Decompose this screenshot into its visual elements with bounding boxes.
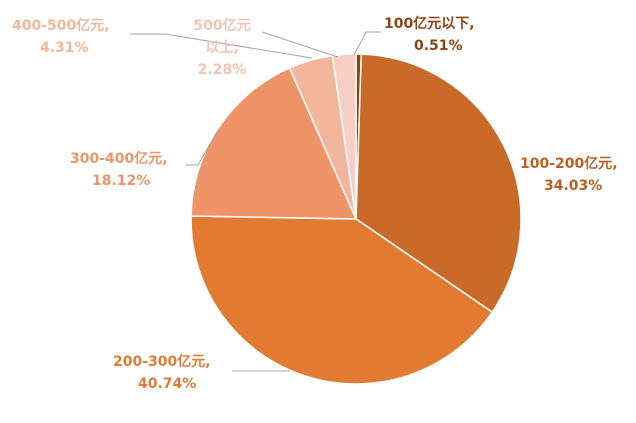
leader-lines <box>130 31 381 372</box>
label-500-above-line2: 以上, <box>205 40 238 56</box>
pie-slice-200-300 <box>190 215 494 385</box>
label-400-500-pct: 4.31% <box>40 40 89 56</box>
pie-slice-300-400 <box>190 66 358 220</box>
pie-slice-100-200 <box>355 53 522 314</box>
label-300-400-name: 300-400亿元, <box>70 150 168 167</box>
label-100-200-pct: 34.03% <box>544 178 602 194</box>
label-100-below-pct: 0.51% <box>414 38 463 54</box>
label-100-below-name: 100亿元以下, <box>384 15 475 32</box>
leader-line-300-400 <box>185 129 219 166</box>
leader-line-100-below <box>353 31 381 56</box>
label-500-above-pct: 2.28% <box>198 62 247 78</box>
label-400-500-name: 400-500亿元, <box>12 17 110 34</box>
leader-line-400-500 <box>130 33 313 59</box>
slice-labels: 100亿元以下, 0.51% 100-200亿元, 34.03% 200-300亿元, 4… <box>12 15 618 392</box>
label-200-300-pct: 40.74% <box>138 376 196 392</box>
pie-slices <box>190 53 522 385</box>
label-100-200-name: 100-200亿元, <box>520 155 618 172</box>
leader-line-500-above <box>261 31 339 58</box>
label-500-above-line1: 500亿元 <box>193 17 250 34</box>
label-200-300-name: 200-300亿元, <box>113 353 211 370</box>
label-300-400-pct: 18.12% <box>92 173 150 189</box>
